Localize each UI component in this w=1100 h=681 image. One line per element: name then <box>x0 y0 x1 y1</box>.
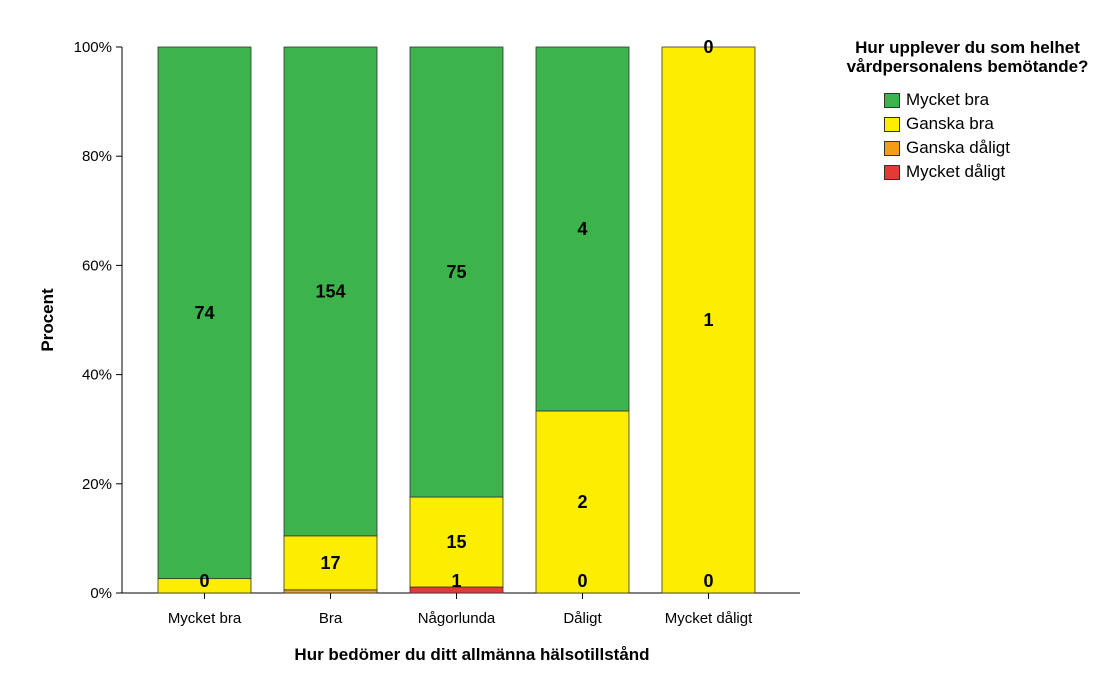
legend-label: Ganska dåligt <box>906 138 1010 157</box>
legend-label: Mycket dåligt <box>906 162 1006 181</box>
data-label: 17 <box>320 553 340 573</box>
data-label: 1 <box>703 310 713 330</box>
y-tick-label: 100% <box>74 39 112 56</box>
legend-item: Ganska dåligt <box>884 136 1100 160</box>
legend-items: Mycket bra Ganska bra Ganska dåligt Mycket … <box>884 88 1100 184</box>
data-label: 0 <box>577 571 587 591</box>
y-tick-label: 80% <box>82 148 112 165</box>
bar-segment <box>283 589 378 594</box>
legend-label: Ganska bra <box>906 114 994 133</box>
x-tick-label: Mycket dåligt <box>665 610 753 627</box>
legend-item: Mycket bra <box>884 88 1100 112</box>
data-label: 75 <box>446 262 466 282</box>
legend-title: Hur upplever du som helhet vårdpersonale… <box>846 38 1089 76</box>
x-tick-label: Någorlunda <box>418 610 496 627</box>
y-tick-label: 40% <box>82 367 112 384</box>
legend-swatch <box>884 140 900 156</box>
data-label: 2 <box>577 492 587 512</box>
bar-segment <box>409 46 504 498</box>
bar-segment <box>535 46 630 412</box>
legend-item: Ganska bra <box>884 112 1100 136</box>
data-label: 74 <box>194 303 214 323</box>
data-label: 0 <box>703 37 713 57</box>
y-tick-label: 0% <box>90 585 112 602</box>
legend-label: Mycket bra <box>906 90 990 109</box>
x-tick-label: Bra <box>319 610 343 627</box>
legend-swatch <box>884 164 900 180</box>
bars <box>157 46 756 594</box>
axes: 0% 20% 40% 60% 80% 100% Mycket bra Bra Någorlund… <box>74 39 800 627</box>
bar-segment <box>661 46 756 594</box>
bar-segment <box>157 46 252 580</box>
bar-segment <box>283 46 378 537</box>
bar-segment <box>409 496 504 588</box>
data-label: 4 <box>577 219 587 239</box>
stacked-bar-chart: 0% 20% 40% 60% 80% 100% Mycket bra Bra Någorlund… <box>38 37 800 664</box>
data-label: 154 <box>315 281 345 301</box>
y-axis-title: Procent <box>38 288 57 352</box>
data-label: 1 <box>451 571 461 591</box>
x-axis-title: Hur bedömer du ditt allmänna hälsotillst… <box>294 645 649 664</box>
bar-segment <box>535 410 630 594</box>
data-labels: 0 74 17 154 1 15 75 0 2 4 0 1 0 <box>194 37 713 591</box>
data-label: 0 <box>199 571 209 591</box>
bar-segment <box>283 535 378 591</box>
y-tick-label: 60% <box>82 257 112 274</box>
data-label: 0 <box>703 571 713 591</box>
x-tick-label: Dåligt <box>563 610 602 627</box>
legend: Hur upplever du som helhet vårdpersonale… <box>840 38 1100 184</box>
y-tick-label: 20% <box>82 476 112 493</box>
x-tick-label: Mycket bra <box>168 610 242 627</box>
legend-swatch <box>884 116 900 132</box>
legend-item: Mycket dåligt <box>884 160 1100 184</box>
data-label: 15 <box>446 532 466 552</box>
legend-swatch <box>884 92 900 108</box>
